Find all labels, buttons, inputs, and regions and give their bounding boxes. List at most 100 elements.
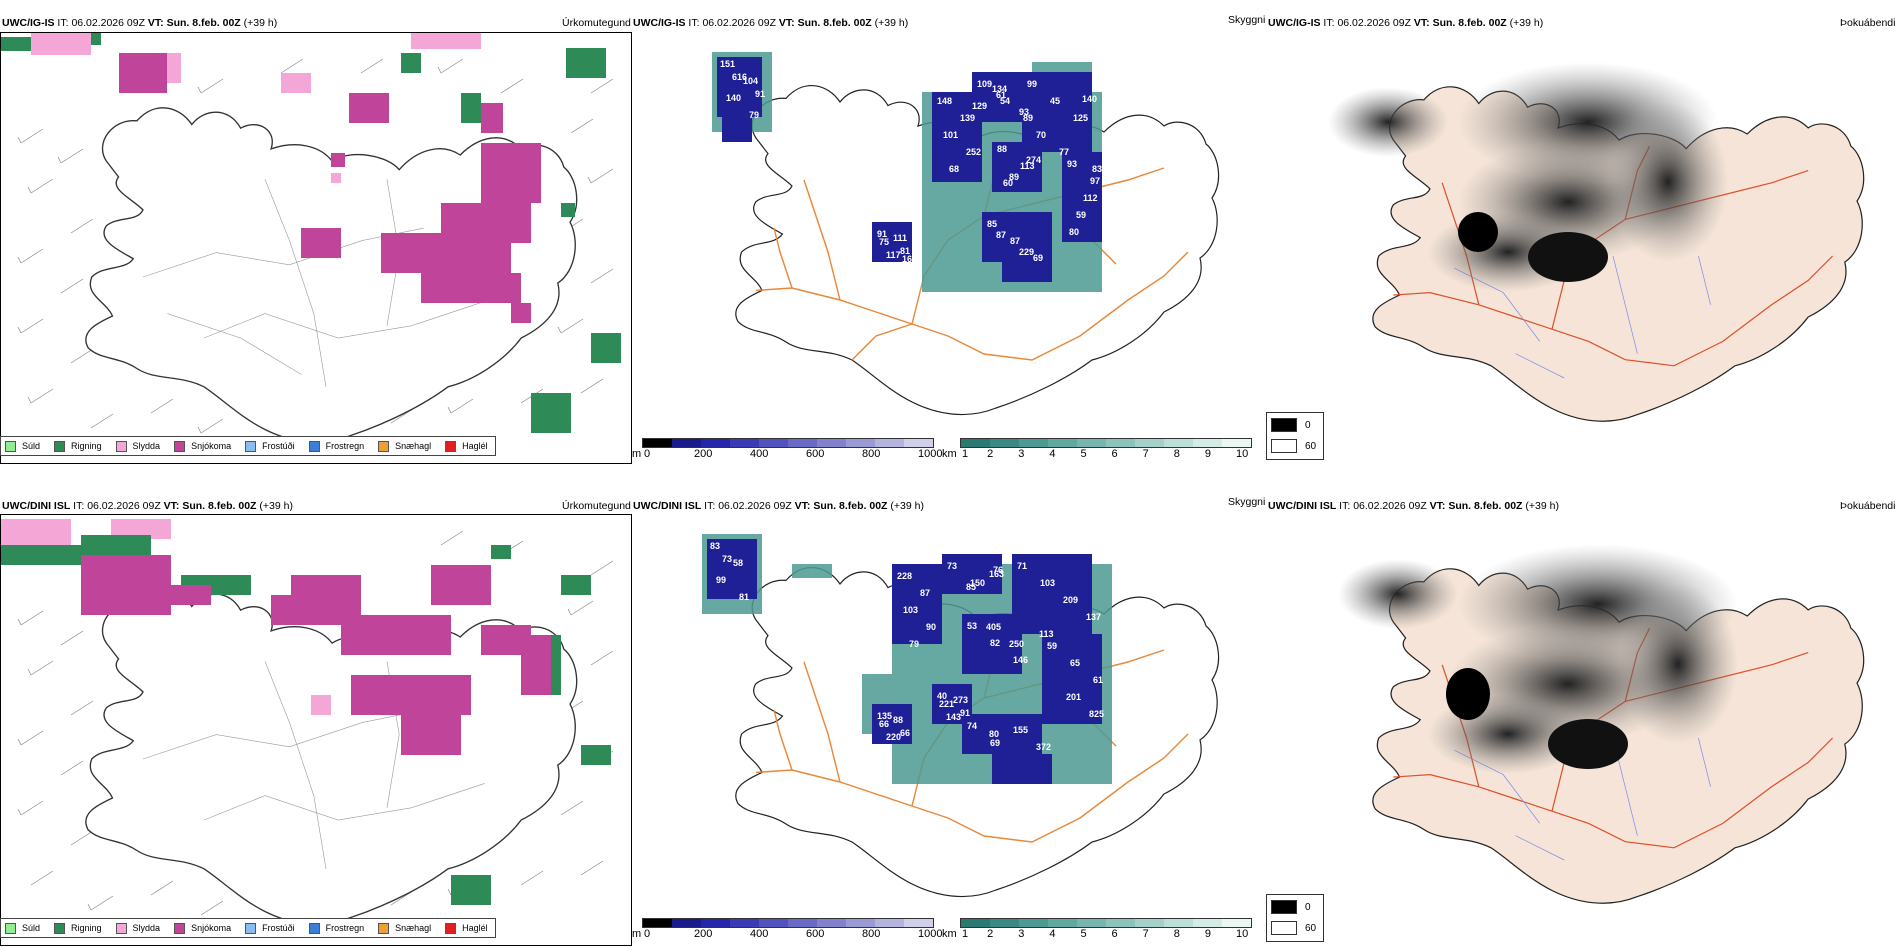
legend-label: Frostregn <box>325 441 365 451</box>
fog-swatch-60 <box>1271 439 1297 453</box>
legend-item: Slydda <box>115 922 160 934</box>
cloudbase-value: 82 <box>990 638 1000 648</box>
colorbar-cell <box>904 439 933 447</box>
cloudbase-value: 150 <box>970 578 985 588</box>
legend-item: Snæhagl <box>378 922 432 934</box>
precip-legend: Súld Rigning Slydda Snjókoma Frostúði Fr… <box>0 436 496 456</box>
colorbar-tick: 1000 <box>918 928 943 940</box>
fog-indicator-map[interactable] <box>1268 32 1898 432</box>
legend-label: Haglél <box>462 441 488 451</box>
colorbar-tick: 8 <box>1173 448 1180 460</box>
cloudbase-value: 405 <box>986 622 1001 632</box>
visibility-unit: km <box>942 448 957 460</box>
cloud-visibility-map[interactable]: 151 148 109 99 93 91 85 88 104 139 54 45 97 81 87 113 14… <box>632 32 1232 432</box>
cloudbase-value: 372 <box>1036 742 1051 752</box>
lead-time: (+39 h) <box>874 17 909 29</box>
fog-areas <box>1338 544 1738 774</box>
colorbar-cell <box>1193 439 1222 447</box>
cloudbase-value: 125 <box>1073 113 1088 123</box>
cloudbase-value: 135 <box>877 711 892 721</box>
legend-label: Snjókoma <box>191 441 232 451</box>
legend-label: Haglél <box>462 923 488 933</box>
vt-label: VT: <box>778 17 795 29</box>
snow-areas <box>81 555 551 755</box>
panel-label-visibility: Skyggni <box>1228 496 1266 508</box>
colorbar-cell <box>1164 439 1193 447</box>
fog-legend: 0 60 <box>1266 894 1324 942</box>
precip-type-map[interactable] <box>0 32 632 464</box>
cloudbase-value: 87 <box>920 588 930 598</box>
cloudbase-value: 113 <box>1020 161 1035 171</box>
fog-indicator-map[interactable] <box>1268 514 1898 914</box>
cloudbase-value: 143 <box>946 712 961 722</box>
cloudbase-value: 81 <box>900 246 910 256</box>
cloudbase-value: 117 <box>886 250 901 260</box>
colorbar-tick: 8 <box>1173 928 1180 940</box>
cloudbase-strip <box>642 918 934 928</box>
cloudbase-value: 140 <box>1082 94 1097 104</box>
it-value: 06.02.2026 09Z <box>718 500 792 512</box>
cloudbase-value: 250 <box>1009 639 1024 649</box>
fog-legend-label: 60 <box>1305 440 1317 452</box>
panel-label-fog: Þokuábendi <box>1840 17 1896 29</box>
colorbar-cell <box>730 919 759 927</box>
cloudbase-value: 201 <box>1066 692 1081 702</box>
it-label: IT: <box>1323 17 1335 29</box>
colorbar-tick: 400 <box>750 448 769 460</box>
colorbar-tick: 3 <box>1018 928 1025 940</box>
legend-swatch-frostudi <box>245 440 257 452</box>
cloud-visibility-map[interactable]: 83 228 73 71 59 135 74 53 40 58 87 150 103 65 66 69 82 91… <box>632 514 1232 914</box>
colorbar-tick: 2 <box>987 448 994 460</box>
cloudbase-value: 163 <box>989 569 1004 579</box>
cloud-visibility-map-svg: 83 228 73 71 59 135 74 53 40 58 87 150 103 65 66 69 82 91… <box>702 534 1220 898</box>
cloudbase-strip <box>642 438 934 448</box>
precip-type-map-svg <box>1 519 614 925</box>
legend-item: Haglél <box>445 440 488 452</box>
legend-label: Súld <box>22 441 41 451</box>
snow-areas <box>119 53 541 323</box>
it-value: 06.02.2026 09Z <box>1353 500 1427 512</box>
cloudbase-value: 228 <box>897 571 912 581</box>
model-name: UWC/DINI ISL <box>2 500 71 512</box>
cloudbase-value: 71 <box>1017 561 1027 571</box>
legend-label: Frostúði <box>262 441 295 451</box>
vt-value: Sun. 8.feb. 00Z <box>166 17 241 29</box>
legend-swatch-rigning <box>54 922 66 934</box>
cloudbase-value: 209 <box>1063 595 1078 605</box>
cloudbase-value: 79 <box>909 639 919 649</box>
it-value: 06.02.2026 09Z <box>87 500 161 512</box>
colorbar-tick: 3 <box>1018 448 1025 460</box>
legend-item: Súld <box>5 440 41 452</box>
cloudbase-value: 129 <box>972 101 987 111</box>
colorbar-tick: 0 <box>644 448 651 460</box>
colorbar-tick: 7 <box>1142 448 1149 460</box>
colorbar-tick: 0 <box>644 928 651 940</box>
legend-swatch-sudl <box>5 922 16 934</box>
fog-legend-label: 60 <box>1305 922 1317 934</box>
cloudbase-numbers: 83 228 73 71 59 135 74 53 40 58 87 150 103 65 66 69 82 91… <box>710 541 1104 752</box>
legend-label: Snjókoma <box>191 923 232 933</box>
cloudbase-value: 103 <box>1040 578 1055 588</box>
lead-time: (+39 h) <box>890 500 924 512</box>
cloudbase-value: 101 <box>943 130 958 140</box>
cloudbase-numbers: 151 148 109 99 93 91 85 88 104 139 54 45 97 81 87 113 14… <box>720 59 1102 264</box>
lead-time: (+39 h) <box>1509 17 1544 29</box>
colorbar-cell <box>875 919 904 927</box>
visibility-unit: km <box>942 928 957 940</box>
colorbar-tick: 9 <box>1204 448 1211 460</box>
it-label: IT: <box>57 17 69 29</box>
colorbar-tick: 600 <box>806 448 825 460</box>
cloudbase-value: 59 <box>1076 210 1086 220</box>
colorbar-tick: 4 <box>1049 928 1056 940</box>
legend-swatch-frostudi <box>245 922 257 934</box>
legend-item: Snæhagl <box>378 440 431 452</box>
colorbar-cell <box>643 919 672 927</box>
vt-value: Sun. 8.feb. 00Z <box>797 17 872 29</box>
cloudbase-value: 89 <box>1009 172 1019 182</box>
precip-type-map[interactable] <box>0 514 632 946</box>
cloudbase-value: 825 <box>1089 709 1104 719</box>
colorbar-tick: 1000 <box>918 448 943 460</box>
legend-label: Snæhagl <box>395 923 432 933</box>
cloudbase-value: 54 <box>1000 96 1010 106</box>
cloudbase-value: 273 <box>953 695 968 705</box>
